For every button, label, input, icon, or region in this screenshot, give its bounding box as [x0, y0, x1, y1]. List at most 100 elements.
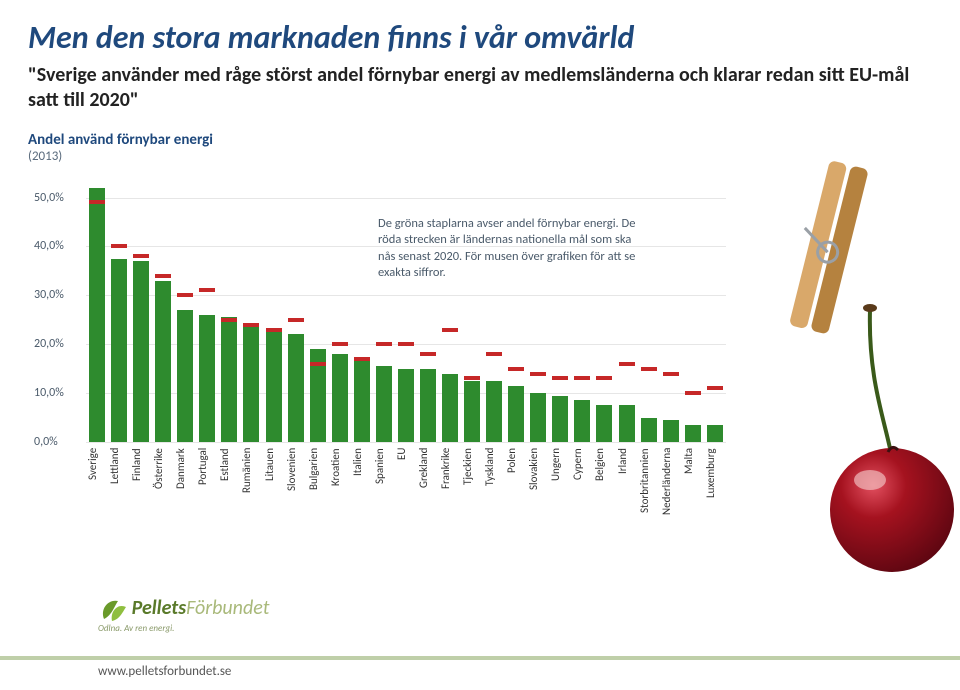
- x-tick-label: Lettland: [108, 448, 130, 538]
- cherry-illustration: [720, 160, 960, 580]
- leaf-icon: [98, 597, 128, 623]
- chart-title: Andel använd förnybar energi: [28, 131, 738, 149]
- bar-slot[interactable]: [108, 178, 130, 442]
- bar-slot[interactable]: [152, 178, 174, 442]
- x-tick-label: Nederländerna: [660, 448, 682, 538]
- target-mark: [288, 318, 304, 322]
- x-tick-label: Finland: [130, 448, 152, 538]
- bar-slot[interactable]: [240, 178, 262, 442]
- x-tick-label: EU: [395, 448, 417, 538]
- bar-slot[interactable]: [218, 178, 240, 442]
- target-mark: [398, 342, 414, 346]
- bar: [663, 420, 679, 442]
- bar: [89, 188, 105, 442]
- bar: [641, 418, 657, 442]
- bar: [155, 281, 171, 442]
- bar-slot[interactable]: [329, 178, 351, 442]
- target-mark: [266, 328, 282, 332]
- bar-slot[interactable]: [174, 178, 196, 442]
- bar-slot[interactable]: [86, 178, 108, 442]
- target-mark: [420, 352, 436, 356]
- target-mark: [442, 328, 458, 332]
- x-tick-label: Malta: [682, 448, 704, 538]
- bar: [420, 369, 436, 442]
- bar-slot[interactable]: [638, 178, 660, 442]
- bar-slot[interactable]: [660, 178, 682, 442]
- bar-slot[interactable]: [682, 178, 704, 442]
- chart-plot: 0,0%10,0%20,0%30,0%40,0%50,0% SverigeLet…: [28, 170, 738, 490]
- bar: [288, 334, 304, 442]
- target-mark: [486, 352, 502, 356]
- x-tick-label: Polen: [505, 448, 527, 538]
- bar: [177, 310, 193, 442]
- bar-slot[interactable]: [263, 178, 285, 442]
- x-tick-label: Slovakien: [527, 448, 549, 538]
- x-tick-label: Irland: [616, 448, 638, 538]
- page-title: Men den stora marknaden finns i vår omvä…: [28, 18, 932, 57]
- chart-x-labels: SverigeLettlandFinlandÖsterrikeDanmarkPo…: [86, 448, 726, 538]
- y-tick-label: 0,0%: [34, 435, 58, 449]
- x-tick-label: Kroatien: [329, 448, 351, 538]
- bar: [133, 261, 149, 442]
- x-tick-label: Belgien: [593, 448, 615, 538]
- target-mark: [243, 323, 259, 327]
- y-tick-label: 30,0%: [34, 288, 64, 302]
- logo-tagline: Odlna. Av ren energi.: [98, 623, 269, 634]
- footer-divider: [0, 656, 960, 660]
- logo: PelletsFörbundet Odlna. Av ren energi.: [98, 596, 269, 634]
- y-tick-label: 40,0%: [34, 239, 64, 253]
- target-mark: [530, 372, 546, 376]
- footer: PelletsFörbundet Odlna. Av ren energi. w…: [0, 620, 960, 690]
- target-mark: [552, 376, 568, 380]
- target-mark: [354, 357, 370, 361]
- y-tick-label: 10,0%: [34, 386, 64, 400]
- x-tick-label: Frankrike: [439, 448, 461, 538]
- bar-slot[interactable]: [285, 178, 307, 442]
- x-tick-label: Tyskland: [483, 448, 505, 538]
- bar: [685, 425, 701, 442]
- x-tick-label: Storbritannien: [638, 448, 660, 538]
- bar-slot[interactable]: [351, 178, 373, 442]
- target-mark: [310, 362, 326, 366]
- bar: [243, 325, 259, 442]
- grid-line: [86, 442, 726, 443]
- target-mark: [663, 372, 679, 376]
- x-tick-label: Grekland: [417, 448, 439, 538]
- x-tick-label: Österrike: [152, 448, 174, 538]
- x-tick-label: Sverige: [86, 448, 108, 538]
- target-mark: [133, 254, 149, 258]
- bar-slot[interactable]: [307, 178, 329, 442]
- x-tick-label: Estland: [218, 448, 240, 538]
- bar: [574, 400, 590, 442]
- x-tick-label: Tjeckien: [461, 448, 483, 538]
- x-tick-label: Portugal: [196, 448, 218, 538]
- bar: [442, 374, 458, 442]
- target-mark: [641, 367, 657, 371]
- bar: [398, 369, 414, 442]
- footer-url: www.pelletsforbundet.se: [98, 664, 231, 679]
- bar: [221, 317, 237, 442]
- x-tick-label: Italien: [351, 448, 373, 538]
- x-tick-label: Spanien: [373, 448, 395, 538]
- bar: [354, 359, 370, 442]
- target-mark: [685, 391, 701, 395]
- chart-info-text: De gröna staplarna avser andel förnybar …: [378, 216, 638, 281]
- target-mark: [89, 200, 105, 204]
- bar: [199, 315, 215, 442]
- target-mark: [464, 376, 480, 380]
- target-mark: [596, 376, 612, 380]
- bar: [552, 396, 568, 442]
- bar: [376, 366, 392, 442]
- x-tick-label: Danmark: [174, 448, 196, 538]
- bar-slot[interactable]: [130, 178, 152, 442]
- target-mark: [619, 362, 635, 366]
- target-mark: [376, 342, 392, 346]
- target-mark: [199, 288, 215, 292]
- logo-text-light: Förbundet: [186, 596, 269, 620]
- x-tick-label: Ungern: [549, 448, 571, 538]
- bar: [619, 405, 635, 442]
- x-tick-label: Cypern: [571, 448, 593, 538]
- chart-container: Andel använd förnybar energi (2013) 0,0%…: [28, 131, 738, 561]
- target-mark: [177, 293, 193, 297]
- bar-slot[interactable]: [196, 178, 218, 442]
